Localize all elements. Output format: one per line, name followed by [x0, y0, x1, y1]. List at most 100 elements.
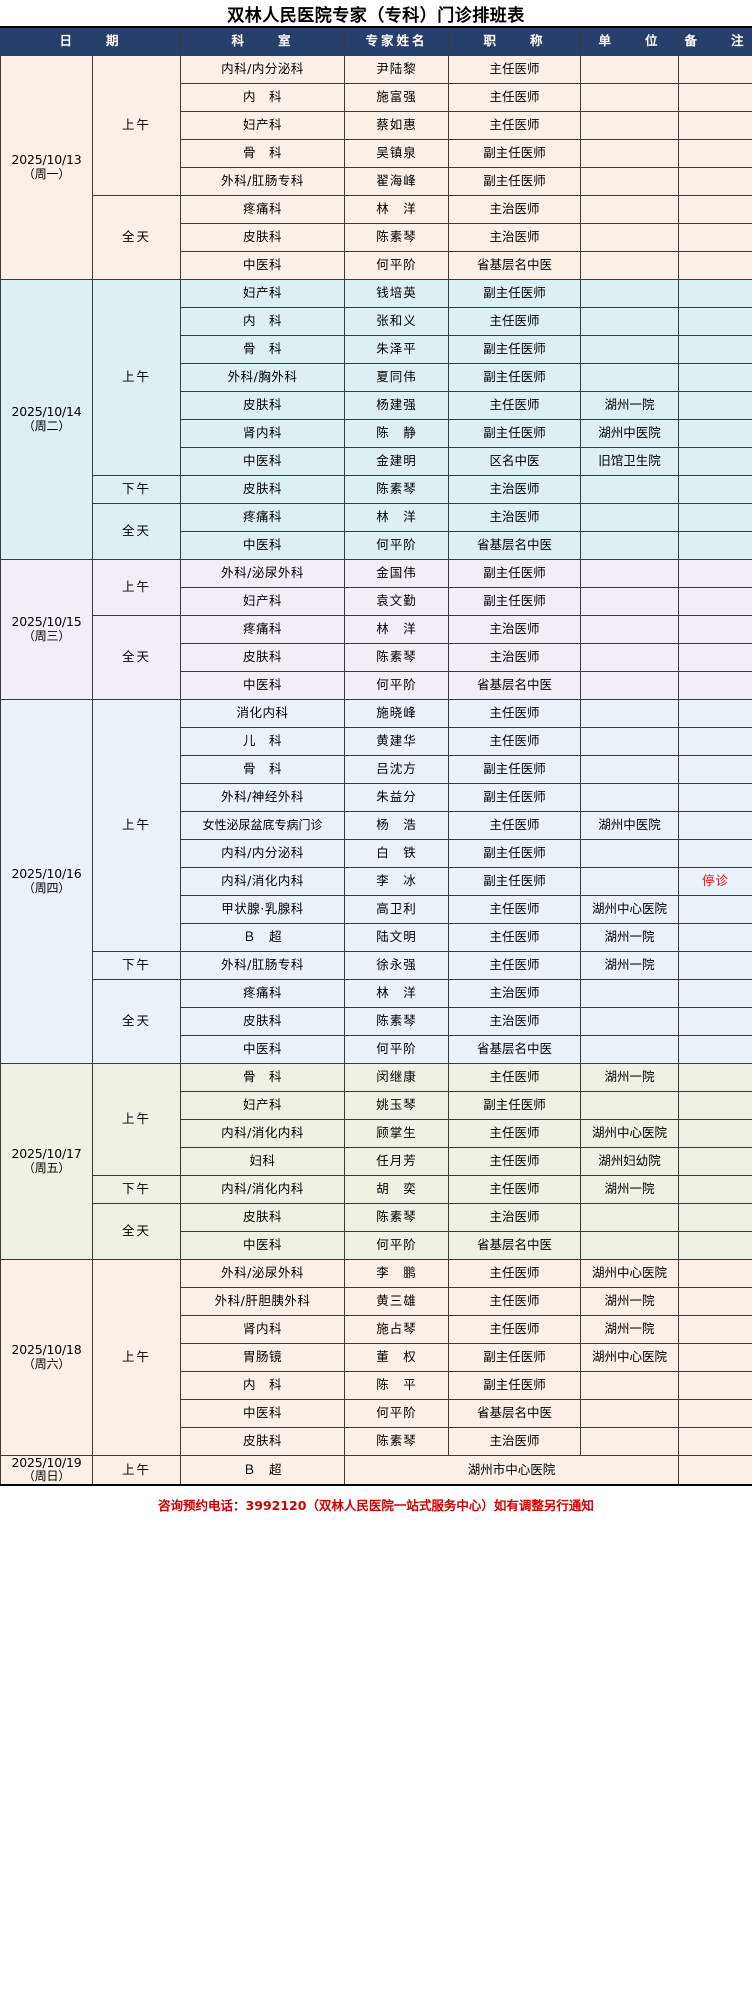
- page-title: 双林人民医院专家（专科）门诊排班表: [227, 5, 525, 26]
- job-title-cell: 副主任医师: [448, 867, 582, 896]
- unit-cell: 湖州一院: [580, 391, 680, 420]
- department-cell: 内科/内分泌科: [180, 839, 346, 868]
- date-cell: 2025/10/15 （周三）: [0, 559, 93, 700]
- remark-cell: [678, 307, 752, 336]
- table-row: 内科/内分泌科白 铁副主任医师: [1, 839, 752, 868]
- department-cell: 皮肤科: [180, 1427, 346, 1456]
- department-cell: 外科/泌尿外科: [180, 1259, 346, 1288]
- remark-cell: [678, 279, 752, 308]
- remark-cell: [678, 1343, 752, 1372]
- table-row: 内科/消化内科李 冰副主任医师 停诊: [1, 867, 752, 896]
- unit-cell: [580, 979, 680, 1008]
- job-title-cell: 主任医师: [448, 1315, 582, 1344]
- expert-name-cell: 白 铁: [344, 839, 450, 868]
- job-title-cell: 副主任医师: [448, 363, 582, 392]
- col-header-remark: 备 注: [678, 26, 752, 56]
- unit-cell: [580, 475, 680, 504]
- unit-cell: [580, 727, 680, 756]
- session-cell: 上午: [91, 1259, 182, 1456]
- unit-cell: 湖州中心医院: [580, 895, 680, 924]
- session-cell: 全天: [91, 979, 182, 1064]
- job-title-cell: 主任医师: [448, 83, 582, 112]
- expert-name-cell: 杨建强: [344, 391, 450, 420]
- col-header-unit: 单 位: [580, 26, 680, 56]
- job-title-cell: 主治医师: [448, 615, 582, 644]
- department-cell: 内科/消化内科: [180, 1119, 346, 1148]
- remark-cell: [678, 1315, 752, 1344]
- unit-cell: 湖州妇幼院: [580, 1147, 680, 1176]
- session-cell: 上午: [91, 699, 182, 952]
- expert-name-cell: 黄三雄: [344, 1287, 450, 1316]
- job-title-cell: 省基层名中医: [448, 1035, 582, 1064]
- remark-cell: [678, 1259, 752, 1288]
- remark-cell: [678, 1119, 752, 1148]
- remark-cell: [678, 447, 752, 476]
- expert-name-cell: 陈素琴: [344, 1427, 450, 1456]
- date-text: 2025/10/13: [11, 152, 82, 168]
- table-row: 外科/神经外科 朱益分 副主任医师: [1, 783, 752, 812]
- remark-cell: [678, 195, 752, 224]
- remark-cell: [678, 1035, 752, 1064]
- unit-cell: [580, 1371, 680, 1400]
- remark-cell: [678, 1371, 752, 1400]
- department-cell: 骨 科: [180, 139, 346, 168]
- unit-cell: [580, 1427, 680, 1456]
- table-row: 骨 科吴镇泉 副主任医师: [1, 139, 752, 168]
- unit-cell: [580, 783, 680, 812]
- job-title-cell: 省基层名中医: [448, 1231, 582, 1260]
- table-row: 内科/消化内科 顾掌生 主任医师 湖州中心医院: [1, 1119, 752, 1148]
- table-row: 下午 皮肤科 陈素琴 主治医师: [1, 475, 752, 504]
- remark-cell: [678, 419, 752, 448]
- department-cell: 疼痛科: [180, 195, 346, 224]
- expert-name-cell: 杨 浩: [344, 811, 450, 840]
- department-cell: 内科/内分泌科: [180, 55, 346, 84]
- remark-cell: [678, 755, 752, 784]
- expert-name-cell: 林 洋: [344, 615, 450, 644]
- job-title-cell: 主任医师: [448, 1119, 582, 1148]
- job-title-cell: 副主任医师: [448, 1343, 582, 1372]
- unit-cell: 湖州中医院: [580, 419, 680, 448]
- expert-name-cell: 何平阶: [344, 1035, 450, 1064]
- unit-cell: [580, 335, 680, 364]
- remark-cell: [678, 783, 752, 812]
- session-cell: 下午: [91, 475, 182, 504]
- department-cell: 外科/肛肠专科: [180, 951, 346, 980]
- expert-name-cell: 陈素琴: [344, 223, 450, 252]
- job-title-cell: 副主任医师: [448, 139, 582, 168]
- department-cell: 外科/肛肠专科: [180, 167, 346, 196]
- remark-cell: [678, 643, 752, 672]
- remark-cell: [678, 727, 752, 756]
- remark-cell: [678, 979, 752, 1008]
- remark-cell: [678, 1007, 752, 1036]
- table-row: 中医科 何平阶 省基层名中医: [1, 1399, 752, 1428]
- department-cell: 中医科: [180, 671, 346, 700]
- table-row: 妇产科 蔡如惠 主任医师: [1, 111, 752, 140]
- table-row: 下午 外科/肛肠专科 徐永强 主任医师 湖州一院: [1, 951, 752, 980]
- expert-name-cell: 朱泽平: [344, 335, 450, 364]
- department-cell: 甲状腺·乳腺科: [180, 895, 346, 924]
- department-cell: 肾内科: [180, 1315, 346, 1344]
- unit-cell: [580, 699, 680, 728]
- remark-cell: [678, 671, 752, 700]
- unit-cell: [580, 867, 680, 896]
- unit-cell: [580, 363, 680, 392]
- expert-name-cell: 董 权: [344, 1343, 450, 1372]
- session-cell: 全天: [91, 615, 182, 700]
- expert-name-cell: 施晓峰: [344, 699, 450, 728]
- remark-cell: [678, 1147, 752, 1176]
- unit-cell: [580, 139, 680, 168]
- unit-cell: [580, 223, 680, 252]
- weekday-text: （周二）: [22, 418, 71, 433]
- table-row: 皮肤科 杨建强 主任医师 湖州一院: [1, 391, 752, 420]
- job-title-cell: 主任医师: [448, 1147, 582, 1176]
- date-cell: 2025/10/14 （周二）: [0, 279, 93, 560]
- table-row: 2025/10/15 （周三） 上午 外科/泌尿外科 金国伟 副主任医师: [0, 559, 752, 700]
- unit-cell: 湖州中心医院: [580, 1119, 680, 1148]
- job-title-cell: 主治医师: [448, 1203, 582, 1232]
- department-cell: 外科/泌尿外科: [180, 559, 346, 588]
- weekday-text: （周四）: [22, 880, 71, 895]
- department-cell: 中医科: [180, 1231, 346, 1260]
- job-title-cell: 副主任医师: [448, 335, 582, 364]
- expert-name-cell: 陈素琴: [344, 475, 450, 504]
- session-cell: 下午: [91, 951, 182, 980]
